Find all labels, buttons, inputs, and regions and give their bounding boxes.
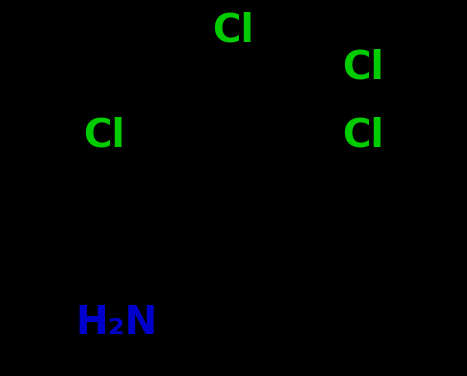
Text: Cl: Cl <box>342 49 384 87</box>
Text: Cl: Cl <box>212 11 255 49</box>
Text: H₂N: H₂N <box>76 304 158 343</box>
Text: Cl: Cl <box>83 116 125 155</box>
Text: Cl: Cl <box>342 116 384 155</box>
